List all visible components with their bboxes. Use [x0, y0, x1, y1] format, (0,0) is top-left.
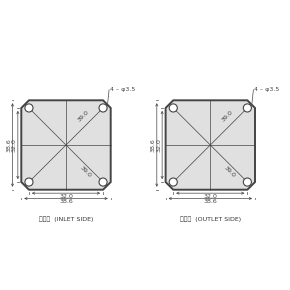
- Polygon shape: [21, 100, 111, 190]
- Text: 32.0: 32.0: [59, 194, 73, 199]
- Circle shape: [99, 178, 107, 186]
- Text: 32.0: 32.0: [203, 194, 217, 199]
- Circle shape: [169, 178, 177, 186]
- Text: 39.0: 39.0: [77, 110, 90, 123]
- Circle shape: [243, 178, 251, 186]
- Text: 32.0: 32.0: [156, 138, 161, 152]
- Text: 38.6: 38.6: [203, 199, 217, 204]
- Text: 4 – φ3.5: 4 – φ3.5: [110, 87, 135, 93]
- Text: 38.6: 38.6: [59, 199, 73, 204]
- Text: 吐出側  (OUTLET SIDE): 吐出側 (OUTLET SIDE): [180, 216, 241, 222]
- Text: 32.0: 32.0: [12, 138, 17, 152]
- Text: 38.6: 38.6: [151, 138, 156, 152]
- Circle shape: [99, 104, 107, 112]
- Circle shape: [169, 104, 177, 112]
- Polygon shape: [166, 100, 255, 190]
- Text: 39.0: 39.0: [221, 110, 234, 123]
- Text: 吸入側  (INLET SIDE): 吸入側 (INLET SIDE): [39, 216, 93, 222]
- Circle shape: [243, 104, 251, 112]
- Circle shape: [25, 178, 33, 186]
- Text: 39.0: 39.0: [223, 165, 236, 178]
- Text: 38.6: 38.6: [7, 138, 12, 152]
- Text: 4 – φ3.5: 4 – φ3.5: [254, 87, 279, 93]
- Text: 39.0: 39.0: [79, 165, 92, 178]
- Circle shape: [25, 104, 33, 112]
